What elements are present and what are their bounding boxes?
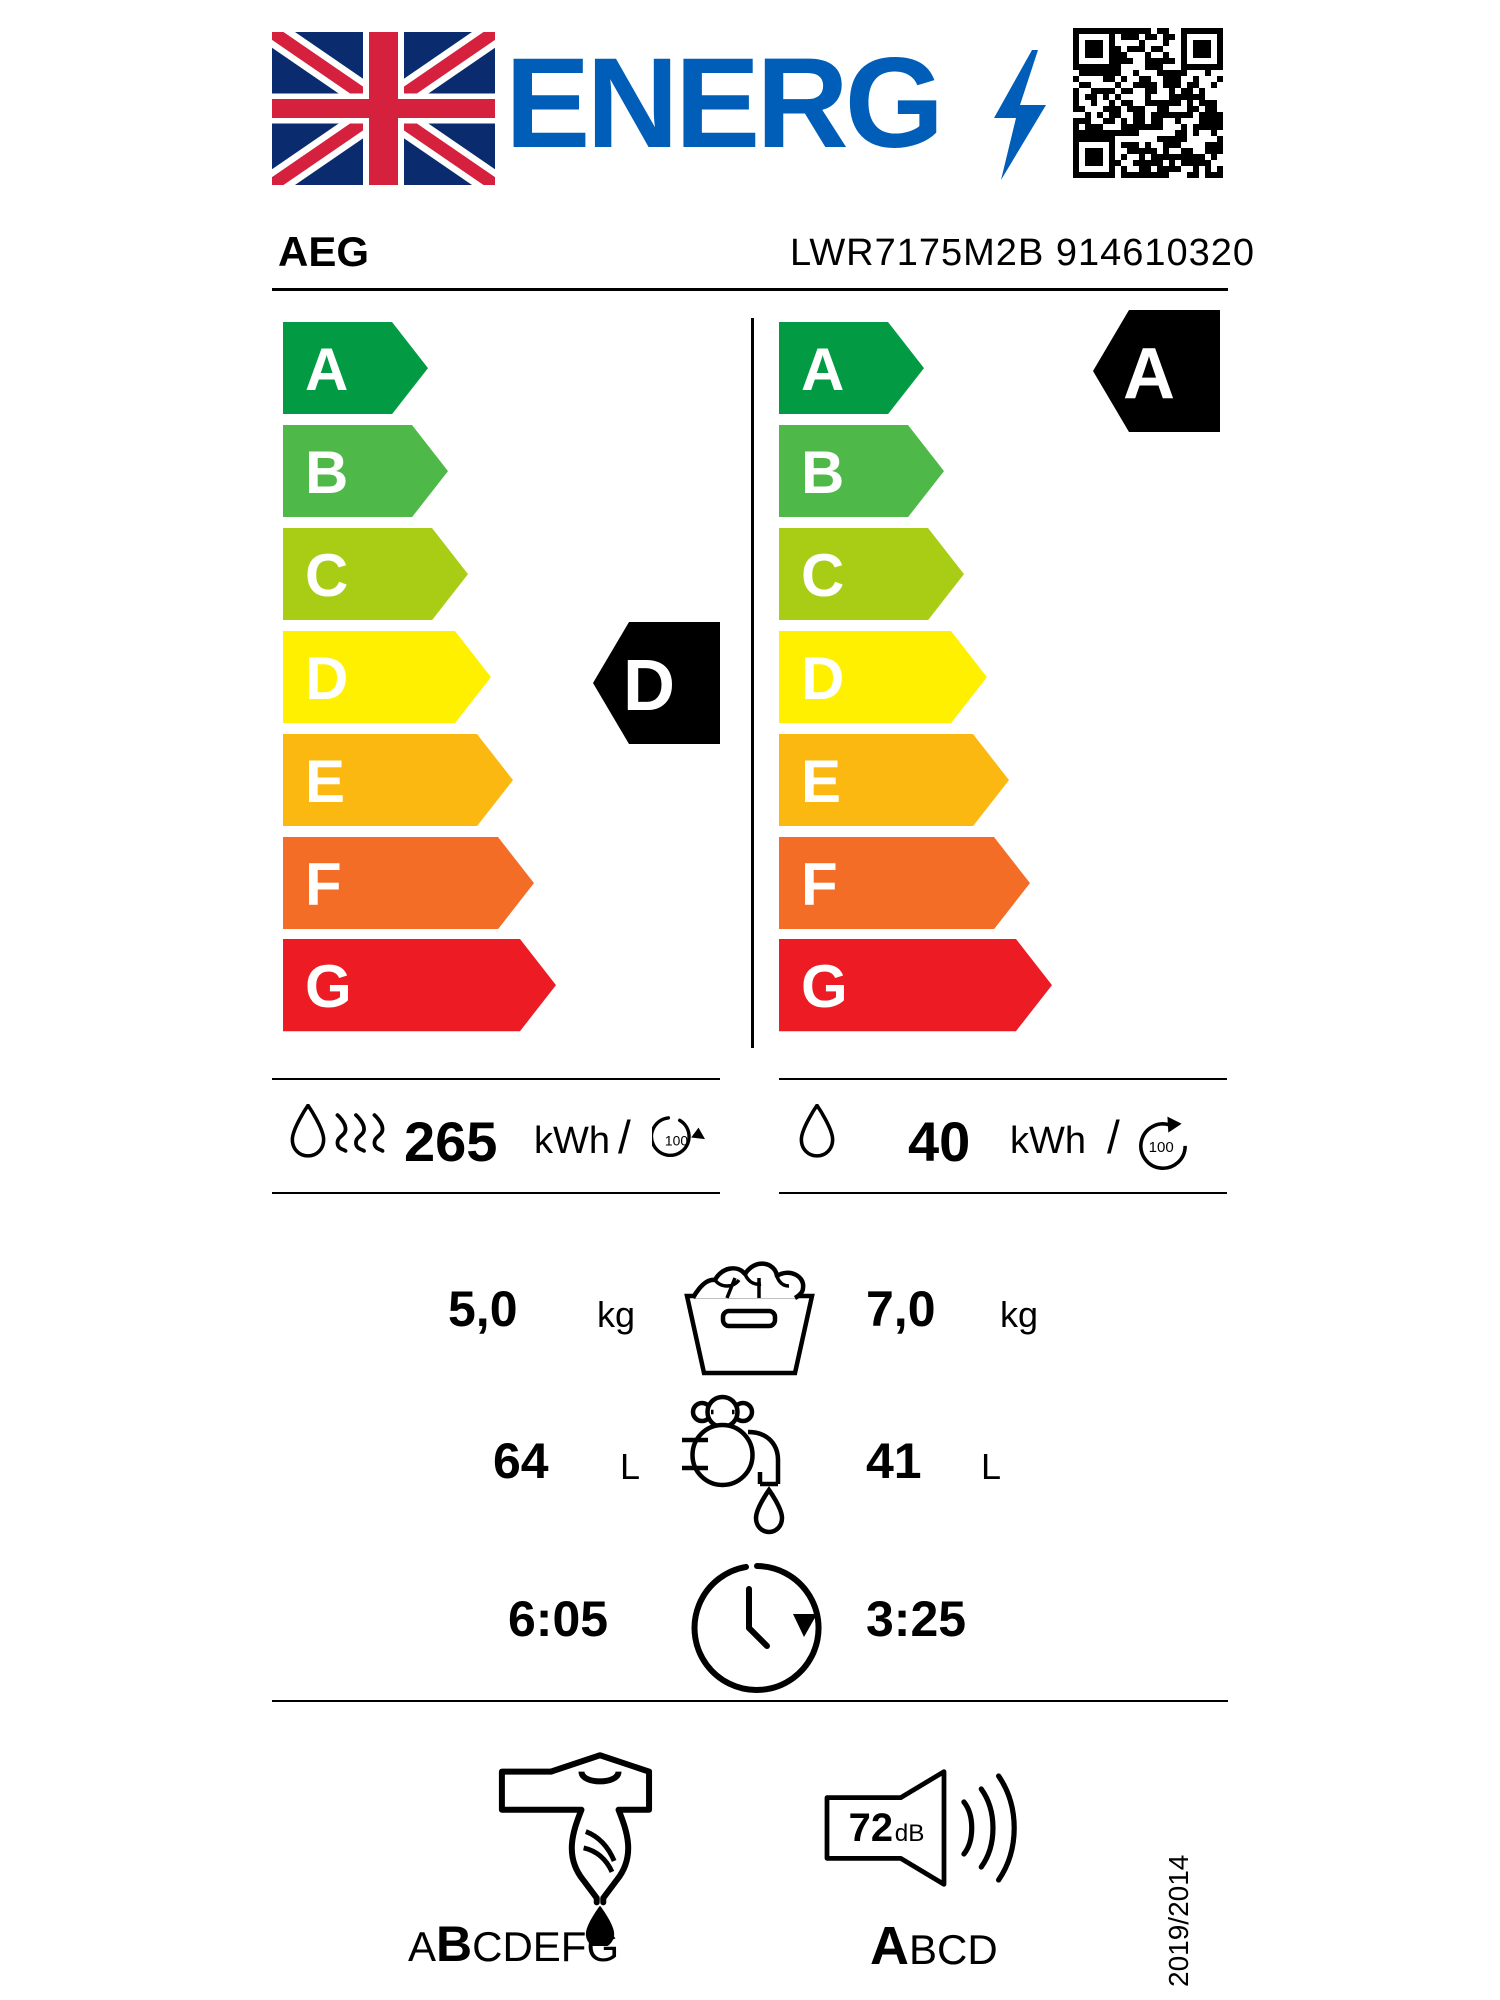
svg-text:D: D [801,645,844,712]
svg-text:D: D [623,646,675,726]
svg-text:C: C [305,542,348,609]
svg-text:E: E [801,748,841,815]
svg-text:F: F [305,851,342,918]
svg-text:A: A [801,336,844,403]
svg-text:A: A [305,336,348,403]
svg-text:100: 100 [665,1133,688,1149]
svg-text:D: D [305,645,348,712]
svg-text:G: G [305,954,352,1021]
svg-text:B: B [801,439,844,506]
svg-text:100: 100 [1149,1139,1174,1156]
svg-text:F: F [801,851,838,918]
svg-text:E: E [305,748,345,815]
svg-text:A: A [1123,334,1175,414]
svg-text:C: C [801,542,844,609]
svg-text:G: G [801,954,848,1021]
svg-text:B: B [305,439,348,506]
